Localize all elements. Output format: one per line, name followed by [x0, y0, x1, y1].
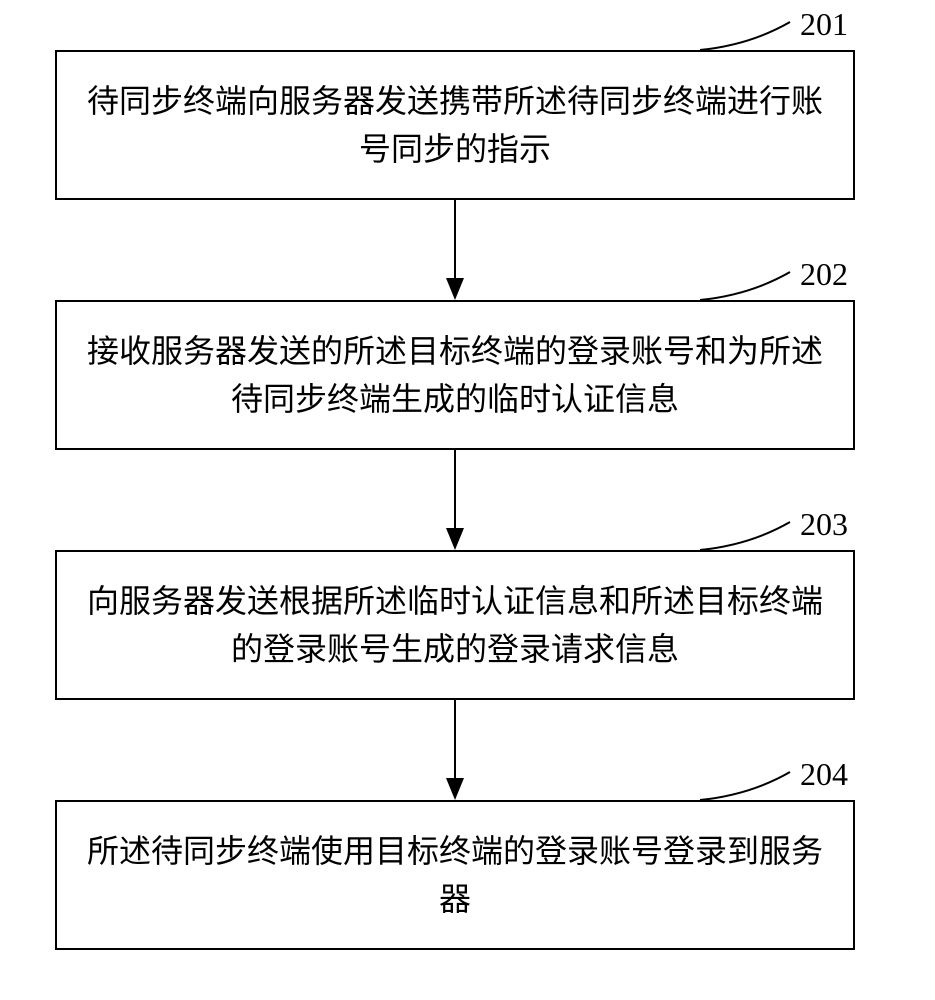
- flowchart-canvas: 待同步终端向服务器发送携带所述待同步终端进行账号同步的指示接收服务器发送的所述目…: [0, 0, 935, 1000]
- flow-arrow-3: [0, 0, 935, 1000]
